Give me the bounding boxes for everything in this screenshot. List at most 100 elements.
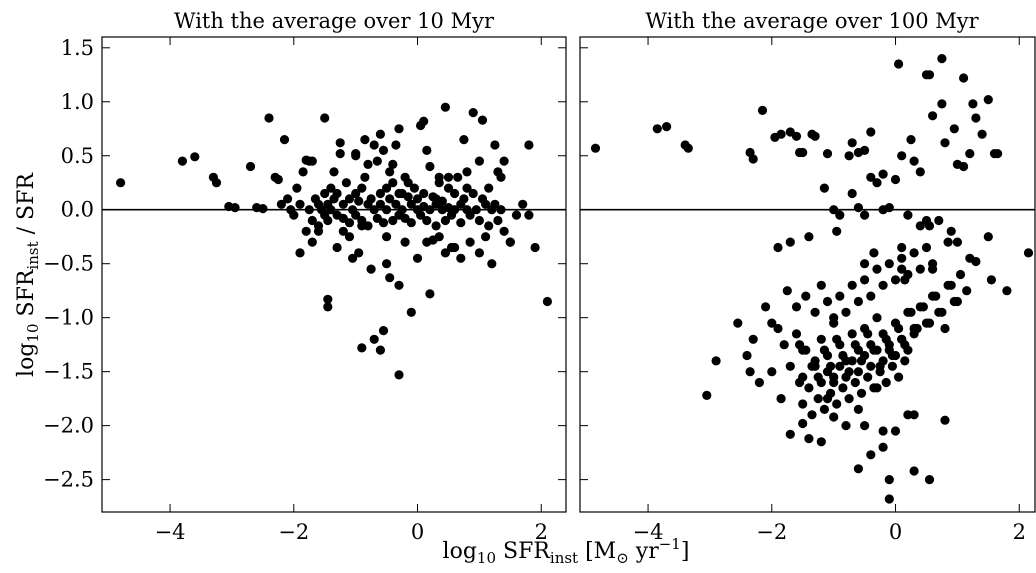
data-point <box>524 210 534 220</box>
data-point <box>894 59 904 69</box>
data-point <box>443 183 454 193</box>
data-point <box>382 183 392 193</box>
data-point <box>378 145 389 155</box>
data-point <box>757 105 768 115</box>
data-point <box>388 178 398 188</box>
x-label-unit: yr <box>629 539 659 564</box>
data-point <box>462 183 472 193</box>
data-point <box>400 237 410 247</box>
data-points <box>116 102 553 380</box>
data-point <box>443 172 454 182</box>
data-point <box>369 205 379 215</box>
data-point <box>320 188 330 199</box>
data-point <box>872 383 882 393</box>
data-point <box>326 183 336 193</box>
data-point <box>866 127 876 137</box>
data-point <box>465 210 475 220</box>
data-point <box>360 172 370 182</box>
data-point <box>894 372 904 382</box>
data-point <box>711 356 721 366</box>
data-point <box>484 183 494 193</box>
data-point <box>375 345 385 355</box>
data-point <box>949 124 959 134</box>
data-point <box>903 210 913 220</box>
data-point <box>375 199 385 209</box>
data-point <box>406 218 416 228</box>
y-tick-label: −1.0 <box>43 306 94 330</box>
data-point <box>289 210 299 220</box>
data-point <box>847 280 857 290</box>
data-point <box>921 242 932 253</box>
data-point <box>832 399 842 409</box>
data-point <box>872 345 882 355</box>
data-point <box>890 426 901 436</box>
data-point <box>211 178 222 188</box>
data-point <box>511 210 522 220</box>
data-point <box>850 377 860 388</box>
data-point <box>869 248 879 258</box>
data-point <box>323 302 333 312</box>
x-label-exp: −1 <box>659 535 681 553</box>
data-point <box>453 172 463 182</box>
y-tick-label: −2.0 <box>43 414 94 438</box>
data-point <box>382 205 392 215</box>
data-point <box>915 167 925 177</box>
data-point <box>378 218 389 228</box>
data-point <box>773 242 783 253</box>
y-tick-label: −2.5 <box>43 468 94 492</box>
data-point <box>856 388 867 398</box>
data-point <box>810 361 820 371</box>
data-point <box>860 421 870 431</box>
data-point <box>909 156 919 166</box>
data-point <box>440 102 450 112</box>
data-point <box>928 264 938 274</box>
data-point <box>847 329 857 339</box>
data-point <box>465 237 475 247</box>
data-point <box>440 248 450 258</box>
data-point <box>474 215 484 226</box>
data-point <box>354 248 364 258</box>
data-point <box>307 237 317 247</box>
data-point <box>406 199 416 209</box>
data-point <box>1023 248 1034 258</box>
data-point <box>761 302 771 312</box>
data-point <box>897 242 907 253</box>
data-point <box>499 226 509 236</box>
data-point <box>382 232 392 242</box>
data-point <box>850 340 860 350</box>
data-point <box>832 334 842 344</box>
data-point <box>304 156 314 166</box>
data-point <box>937 99 947 109</box>
data-point <box>412 194 423 204</box>
data-point <box>890 174 901 185</box>
data-point <box>388 215 398 226</box>
data-point <box>785 429 795 439</box>
data-point <box>372 156 382 166</box>
y-label-tail: / SFR <box>14 172 39 242</box>
data-point <box>338 199 348 209</box>
data-point <box>348 253 358 263</box>
data-point <box>863 329 873 339</box>
data-point <box>298 167 308 177</box>
data-point <box>983 95 993 105</box>
data-point <box>767 318 777 328</box>
data-point <box>983 232 993 242</box>
data-point <box>431 194 441 204</box>
data-point <box>940 415 950 425</box>
data-point <box>468 188 478 199</box>
x-label-inst-sub: inst <box>550 549 578 567</box>
data-point <box>279 135 290 145</box>
data-point <box>295 248 305 258</box>
data-point <box>924 221 935 231</box>
data-point <box>853 464 864 474</box>
data-point <box>959 73 969 83</box>
data-point <box>357 343 367 353</box>
data-point <box>791 131 802 141</box>
data-point <box>490 199 500 209</box>
y-tick-label: −0.5 <box>43 252 94 276</box>
data-point <box>431 221 441 231</box>
data-point <box>1002 286 1012 296</box>
data-point <box>829 372 839 382</box>
data-point <box>924 318 935 328</box>
